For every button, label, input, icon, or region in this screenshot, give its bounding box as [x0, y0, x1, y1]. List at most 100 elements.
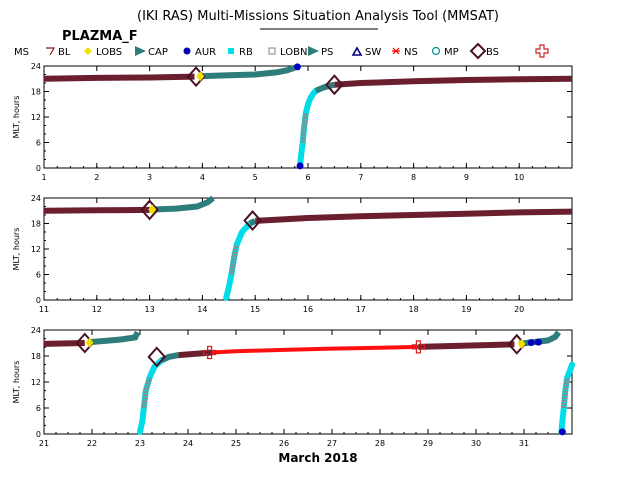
legend-item: LOBN: [268, 47, 307, 58]
x-tick-label: 24: [183, 439, 193, 448]
y-tick-label: 18: [31, 220, 41, 229]
series-rb: [558, 361, 575, 435]
y-tick-label: 24: [31, 194, 41, 203]
legend-item: LOBS: [84, 47, 122, 58]
x-tick-label: 31: [519, 439, 529, 448]
x-tick-label: 23: [135, 439, 145, 448]
series-ns: [211, 344, 419, 355]
legend-label: MP: [444, 47, 459, 58]
legend: MS BL LOBS CAP AUR RB LOBN PS SW NS MP BS: [14, 42, 549, 60]
legend-item: BS: [469, 42, 499, 60]
series-lobn: [300, 112, 309, 143]
bow-shock-marker: [140, 199, 159, 221]
legend-label: CAP: [148, 47, 168, 58]
x-tick-label: 16: [303, 305, 313, 314]
legend-label: BL: [58, 47, 71, 58]
x-tick-label: 14: [197, 305, 207, 314]
magnetopause-marker: [411, 340, 425, 354]
diamond-outline-icon: [469, 42, 487, 60]
x-tick-label: 1: [41, 173, 46, 182]
aur-marker: [527, 339, 535, 347]
x-tick-label: 6: [305, 173, 310, 182]
legend-item: CAP: [135, 46, 168, 58]
bow-shock-marker: [243, 210, 262, 232]
legend-label: MS: [14, 47, 29, 58]
series-sw: [178, 349, 213, 359]
cross-outline-icon: [535, 44, 549, 58]
legend-item: BL: [46, 47, 71, 58]
chart-subtitle: PLAZMA_F: [62, 29, 138, 44]
x-tick-label: 28: [375, 439, 385, 448]
aur-marker: [534, 338, 542, 346]
y-tick-label: 12: [31, 113, 41, 122]
series-ms: [89, 330, 141, 346]
series-lobn: [228, 244, 240, 275]
x-axis-label: March 2018: [278, 451, 357, 465]
series-ms: [199, 64, 296, 80]
star-icon: [392, 47, 400, 55]
flag-icon: [135, 46, 146, 56]
x-tick-label: 5: [253, 173, 258, 182]
y-tick-label: 0: [36, 164, 41, 173]
plot-panel: 0 6 12 18 24 21 22 23 24 25 26 27 28 29 30 31 MLT, hours: [12, 326, 575, 448]
x-tick-label: 15: [250, 305, 260, 314]
series-ms: [248, 218, 257, 227]
x-tick-label: 4: [200, 173, 205, 182]
square-icon: [228, 48, 234, 54]
y-tick-label: 0: [36, 296, 41, 305]
series-sw: [255, 208, 573, 224]
legend-label: LOBS: [96, 47, 122, 58]
legend-item: [535, 44, 549, 58]
x-tick-label: 9: [464, 173, 469, 182]
x-tick-label: 11: [39, 305, 49, 314]
y-tick-label: 6: [36, 271, 41, 280]
legend-item: AUR: [183, 47, 216, 58]
lobs-marker: [148, 204, 157, 215]
series-sw: [43, 340, 85, 347]
y-tick-label: 18: [31, 88, 41, 97]
y-tick-label: 24: [31, 326, 41, 335]
magnetopause-marker: [203, 345, 217, 360]
series-sw: [43, 73, 195, 82]
y-tick-label: 6: [36, 139, 41, 148]
series-ms: [314, 81, 336, 94]
x-tick-label: 21: [39, 439, 49, 448]
lobs-marker: [517, 338, 526, 349]
legend-label: AUR: [195, 47, 216, 58]
aur-marker: [558, 428, 566, 436]
x-tick-label: 22: [87, 439, 97, 448]
x-tick-label: 25: [231, 439, 241, 448]
legend-label: BS: [486, 47, 499, 58]
x-tick-label: 27: [327, 439, 337, 448]
aur-marker: [293, 63, 301, 71]
triangle-up-icon: [351, 46, 363, 56]
x-tick-label: 10: [514, 173, 524, 182]
x-tick-label: 19: [461, 305, 471, 314]
circle-icon: [431, 46, 441, 56]
flag-icon: [308, 46, 319, 56]
x-tick-label: 3: [147, 173, 152, 182]
legend-item: NS: [392, 47, 418, 58]
legend-item: MP: [431, 46, 459, 58]
y-axis-label: MLT, hours: [12, 96, 21, 139]
legend-label: SW: [365, 47, 381, 58]
y-tick-label: 0: [36, 430, 41, 439]
series-sw: [418, 341, 515, 350]
triangle-down-icon: [46, 47, 56, 56]
y-tick-label: 12: [31, 378, 41, 387]
x-tick-label: 12: [92, 305, 102, 314]
pentagon-icon: [183, 47, 191, 55]
y-tick-label: 18: [31, 352, 41, 361]
lobs-marker: [85, 337, 94, 348]
legend-item: PS: [308, 46, 333, 58]
x-tick-label: 29: [423, 439, 433, 448]
x-tick-label: 30: [471, 439, 481, 448]
x-tick-label: 18: [409, 305, 419, 314]
aur-marker: [296, 162, 304, 170]
legend-label: PS: [321, 47, 333, 58]
y-axis-label: MLT, hours: [12, 361, 21, 404]
series-lobn: [561, 377, 570, 409]
x-tick-label: 2: [94, 173, 99, 182]
y-axis-label: MLT, hours: [12, 228, 21, 271]
